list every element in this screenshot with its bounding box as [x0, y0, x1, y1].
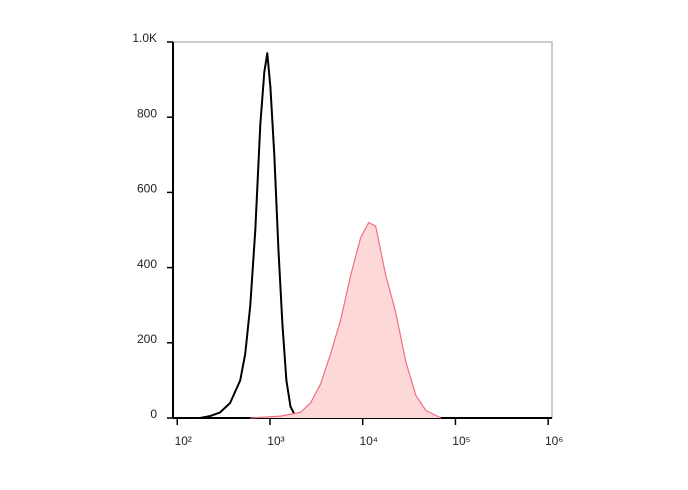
- area: [250, 222, 441, 418]
- x-tick-label: 10⁴: [359, 434, 378, 448]
- y-tick-label: 200: [137, 332, 157, 346]
- y-tick-label: 1.0K: [132, 31, 157, 45]
- line: [199, 52, 301, 419]
- x-tick-label: 10⁶: [545, 434, 563, 448]
- y-tick-label: 600: [137, 182, 157, 196]
- y-tick-label: 0: [150, 407, 157, 421]
- x-tick-label: 10²: [175, 434, 192, 448]
- y-tick-label: 400: [137, 257, 157, 271]
- y-tick-label: 800: [137, 106, 157, 120]
- line: [250, 221, 442, 419]
- x-tick-label: 10³: [267, 434, 284, 448]
- x-tick-label: 10⁵: [452, 434, 470, 448]
